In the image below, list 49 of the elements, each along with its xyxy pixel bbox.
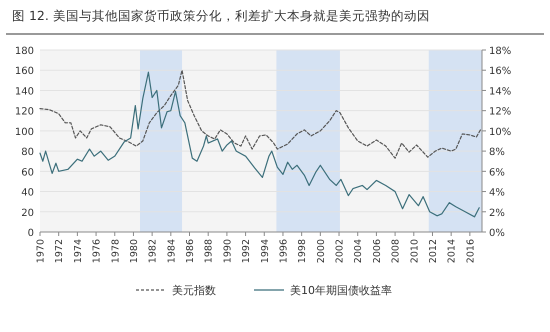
x-tick-label: 1976: [92, 239, 103, 264]
x-tick-label: 1970: [36, 239, 46, 264]
x-tick-label: 1974: [72, 239, 84, 264]
x-tick-label: 1972: [54, 239, 66, 264]
y-tick-label: 0: [28, 228, 34, 239]
y-tick-label: 40: [21, 188, 34, 199]
x-tick-label: 2002: [334, 239, 346, 264]
y-tick-label: 120: [14, 106, 34, 118]
legend-label: 美元指数: [172, 284, 216, 297]
x-tick-label: 1998: [297, 239, 308, 264]
y2-tick-label: 8%: [489, 147, 505, 158]
legend-label: 美10年期国债收益率: [290, 284, 392, 297]
x-tick-label: 2010: [409, 239, 420, 264]
x-tick-label: 1984: [166, 239, 178, 264]
x-tick-label: 2012: [428, 239, 439, 264]
y-tick-label: 160: [14, 66, 34, 78]
chart-title: 图 12. 美国与其他国家货币政策分化，利差扩大本身就是美元强势的动因: [12, 8, 430, 23]
x-tick-label: 1990: [222, 239, 234, 264]
x-tick-label: 2000: [316, 239, 327, 264]
y-tick-label: 100: [14, 126, 34, 138]
y2-tick-label: 4%: [489, 188, 505, 199]
y2-tick-label: 10%: [489, 126, 512, 138]
line-series: [39, 70, 482, 159]
x-tick-label: 2008: [390, 239, 402, 264]
y2-tick-label: 0%: [489, 228, 505, 239]
y2-tick-label: 16%: [489, 66, 512, 78]
x-tick-label: 1980: [128, 239, 140, 264]
y2-tick-label: 18%: [489, 46, 512, 57]
y-tick-label: 60: [21, 167, 34, 178]
x-tick-label: 1986: [185, 239, 196, 264]
x-tick-label: 2004: [353, 239, 364, 264]
y-tick-label: 140: [14, 86, 34, 98]
y2-tick-label: 6%: [489, 167, 505, 178]
x-tick-label: 1994: [260, 239, 271, 264]
x-tick-label: 1988: [204, 239, 215, 264]
y2-tick-label: 12%: [489, 106, 512, 118]
x-tick-label: 2014: [446, 239, 458, 264]
x-tick-label: 1992: [241, 239, 252, 264]
x-tick-label: 2006: [372, 239, 383, 264]
y2-tick-label: 2%: [489, 208, 505, 219]
y2-tick-label: 14%: [489, 86, 512, 98]
x-tick-label: 1982: [148, 239, 159, 264]
line-series: [39, 72, 480, 218]
y-tick-label: 80: [21, 147, 34, 158]
x-tick-label: 2016: [465, 239, 476, 264]
y-tick-label: 180: [14, 46, 34, 57]
x-tick-label: 1978: [110, 239, 122, 264]
x-tick-label: 1996: [278, 239, 290, 264]
y-tick-label: 20: [21, 208, 34, 219]
